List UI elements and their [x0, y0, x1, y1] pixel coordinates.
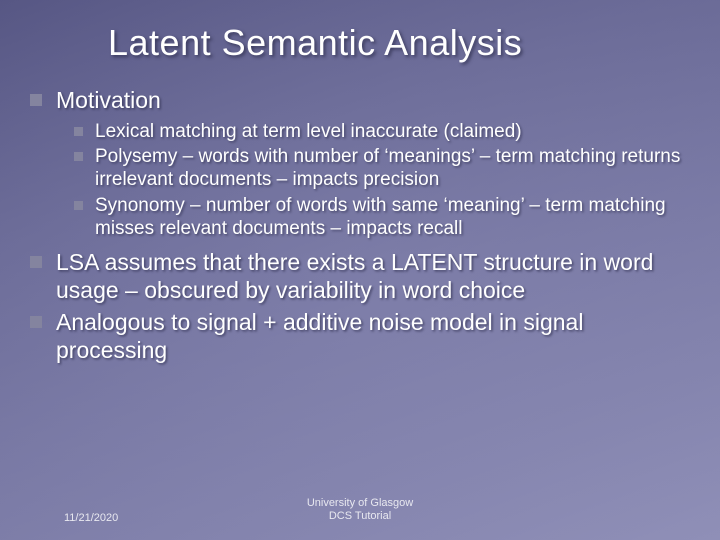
slide-footer: 11/21/2020 University of Glasgow DCS Tut…: [0, 494, 720, 524]
square-bullet-icon: [30, 256, 42, 268]
bullet-text: LSA assumes that there exists a LATENT s…: [56, 248, 690, 304]
footer-line2: DCS Tutorial: [329, 510, 391, 522]
sub-bullet-item: Lexical matching at term level inaccurat…: [74, 120, 690, 143]
square-bullet-icon: [30, 316, 42, 328]
sub-bullet-item: Synonomy – number of words with same ‘me…: [74, 194, 690, 240]
sub-bullet-text: Lexical matching at term level inaccurat…: [95, 120, 522, 143]
bullet-item: Motivation: [30, 86, 690, 114]
footer-line1: University of Glasgow: [307, 497, 413, 509]
bullet-text: Motivation: [56, 86, 161, 114]
square-bullet-icon: [74, 201, 83, 210]
footer-center: University of Glasgow DCS Tutorial: [0, 497, 720, 525]
square-bullet-icon: [30, 94, 42, 106]
square-bullet-icon: [74, 127, 83, 136]
bullet-item: Analogous to signal + additive noise mod…: [30, 308, 690, 364]
bullet-text: Analogous to signal + additive noise mod…: [56, 308, 690, 364]
sub-bullet-text: Polysemy – words with number of ‘meaning…: [95, 145, 690, 191]
slide: Latent Semantic Analysis Motivation Lexi…: [0, 0, 720, 540]
sub-bullet-item: Polysemy – words with number of ‘meaning…: [74, 145, 690, 191]
bullet-item: LSA assumes that there exists a LATENT s…: [30, 248, 690, 304]
sub-bullet-text: Synonomy – number of words with same ‘me…: [95, 194, 690, 240]
slide-title: Latent Semantic Analysis: [0, 0, 720, 64]
square-bullet-icon: [74, 152, 83, 161]
slide-content: Motivation Lexical matching at term leve…: [0, 64, 720, 364]
sub-list: Lexical matching at term level inaccurat…: [30, 118, 690, 248]
